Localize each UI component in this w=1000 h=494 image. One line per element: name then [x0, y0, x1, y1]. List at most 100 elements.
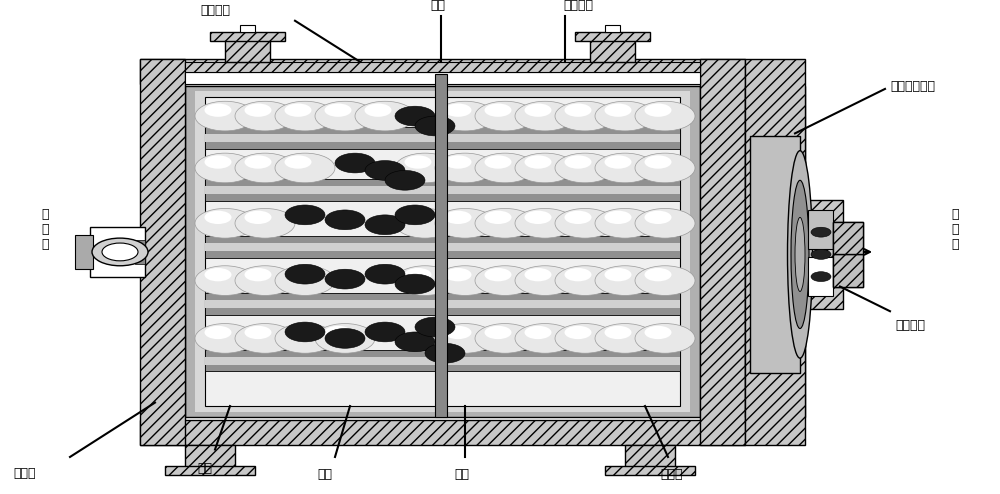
- Circle shape: [244, 268, 272, 282]
- Circle shape: [595, 324, 655, 353]
- Circle shape: [635, 101, 695, 131]
- Bar: [808, 210, 833, 249]
- Circle shape: [635, 266, 695, 295]
- Ellipse shape: [788, 151, 812, 358]
- Ellipse shape: [791, 180, 809, 329]
- Circle shape: [285, 205, 325, 225]
- Circle shape: [205, 155, 232, 168]
- Circle shape: [404, 155, 432, 168]
- Circle shape: [285, 104, 312, 117]
- Circle shape: [435, 324, 495, 353]
- Circle shape: [811, 249, 831, 259]
- Bar: [140, 59, 185, 445]
- Text: 浆片: 浆片: [318, 468, 332, 481]
- Circle shape: [244, 104, 272, 117]
- Bar: [205, 300, 680, 308]
- Circle shape: [564, 211, 592, 224]
- Circle shape: [555, 324, 615, 353]
- Text: 主轴: 主轴: [430, 0, 446, 12]
- Circle shape: [415, 116, 455, 136]
- Circle shape: [195, 101, 255, 131]
- Circle shape: [644, 211, 672, 224]
- Bar: [205, 243, 680, 251]
- Circle shape: [364, 104, 392, 117]
- Circle shape: [524, 104, 552, 117]
- Circle shape: [395, 274, 435, 294]
- Circle shape: [644, 268, 672, 282]
- Circle shape: [285, 155, 312, 168]
- Circle shape: [325, 329, 365, 348]
- Text: 珠体: 珠体: [454, 468, 470, 481]
- Circle shape: [524, 268, 552, 282]
- Circle shape: [425, 343, 465, 363]
- Circle shape: [102, 243, 138, 261]
- Circle shape: [435, 208, 495, 238]
- Text: 管轴齿轮: 管轴齿轮: [895, 319, 925, 331]
- Circle shape: [475, 208, 535, 238]
- Circle shape: [195, 153, 255, 183]
- Circle shape: [404, 268, 432, 282]
- Ellipse shape: [795, 217, 805, 291]
- Text: 废水出口: 废水出口: [563, 0, 593, 12]
- Circle shape: [635, 208, 695, 238]
- Circle shape: [324, 104, 351, 117]
- Circle shape: [365, 215, 405, 235]
- Circle shape: [635, 324, 695, 353]
- Circle shape: [555, 101, 615, 131]
- Bar: [605, 466, 695, 475]
- Bar: [185, 86, 700, 417]
- Circle shape: [564, 326, 592, 339]
- Circle shape: [604, 326, 632, 339]
- Circle shape: [285, 326, 312, 339]
- Text: 主轴承: 主轴承: [661, 468, 683, 481]
- Bar: [205, 127, 680, 149]
- Circle shape: [475, 153, 535, 183]
- Bar: [205, 236, 680, 258]
- Circle shape: [324, 326, 351, 339]
- Circle shape: [811, 227, 831, 237]
- Circle shape: [435, 266, 495, 295]
- Circle shape: [811, 272, 831, 282]
- Circle shape: [404, 211, 432, 224]
- Bar: [210, 32, 285, 41]
- Text: 进
料
口: 进 料 口: [41, 208, 49, 251]
- Circle shape: [285, 264, 325, 284]
- Bar: [205, 179, 680, 201]
- Circle shape: [604, 104, 632, 117]
- Circle shape: [195, 208, 255, 238]
- Circle shape: [515, 266, 575, 295]
- Circle shape: [515, 208, 575, 238]
- Circle shape: [205, 268, 232, 282]
- Circle shape: [444, 211, 472, 224]
- Circle shape: [195, 324, 255, 353]
- Bar: [185, 62, 700, 72]
- Bar: [745, 86, 805, 417]
- Bar: [165, 466, 255, 475]
- Circle shape: [475, 266, 535, 295]
- Bar: [435, 74, 447, 417]
- Circle shape: [415, 317, 455, 337]
- Circle shape: [285, 268, 312, 282]
- Circle shape: [205, 326, 232, 339]
- Circle shape: [385, 170, 425, 190]
- Circle shape: [524, 326, 552, 339]
- Circle shape: [395, 106, 435, 126]
- Circle shape: [435, 101, 495, 131]
- Bar: [90, 227, 145, 277]
- Circle shape: [595, 153, 655, 183]
- Bar: [808, 257, 833, 296]
- Circle shape: [315, 324, 375, 353]
- Circle shape: [365, 264, 405, 284]
- Circle shape: [475, 101, 535, 131]
- Circle shape: [395, 205, 435, 225]
- Circle shape: [325, 210, 365, 230]
- Bar: [140, 59, 745, 84]
- Circle shape: [595, 266, 655, 295]
- Circle shape: [365, 322, 405, 342]
- Bar: [75, 235, 93, 269]
- Bar: [205, 293, 680, 315]
- Circle shape: [244, 211, 272, 224]
- Bar: [625, 445, 675, 467]
- Circle shape: [555, 266, 615, 295]
- Circle shape: [564, 268, 592, 282]
